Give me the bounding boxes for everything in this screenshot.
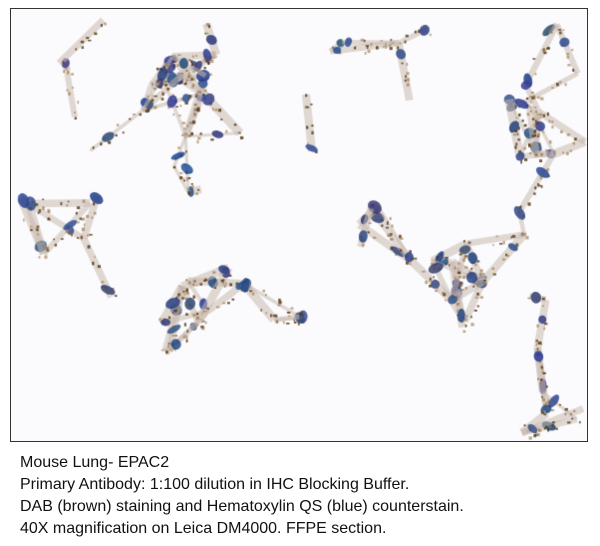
micrograph-image (10, 8, 588, 442)
caption-title: Mouse Lung- EPAC2 (20, 454, 170, 471)
caption-magnification: 40X magnification on Leica DM4000. FFPE … (20, 520, 387, 537)
tissue-section (11, 9, 587, 441)
caption-antibody: Primary Antibody: 1:100 dilution in IHC … (20, 474, 409, 496)
caption-antibody-value: 1:100 dilution in IHC Blocking Buffer. (149, 476, 410, 493)
caption-antibody-label: Primary Antibody: (20, 476, 146, 493)
caption-staining: DAB (brown) staining and Hematoxylin QS … (20, 498, 464, 515)
